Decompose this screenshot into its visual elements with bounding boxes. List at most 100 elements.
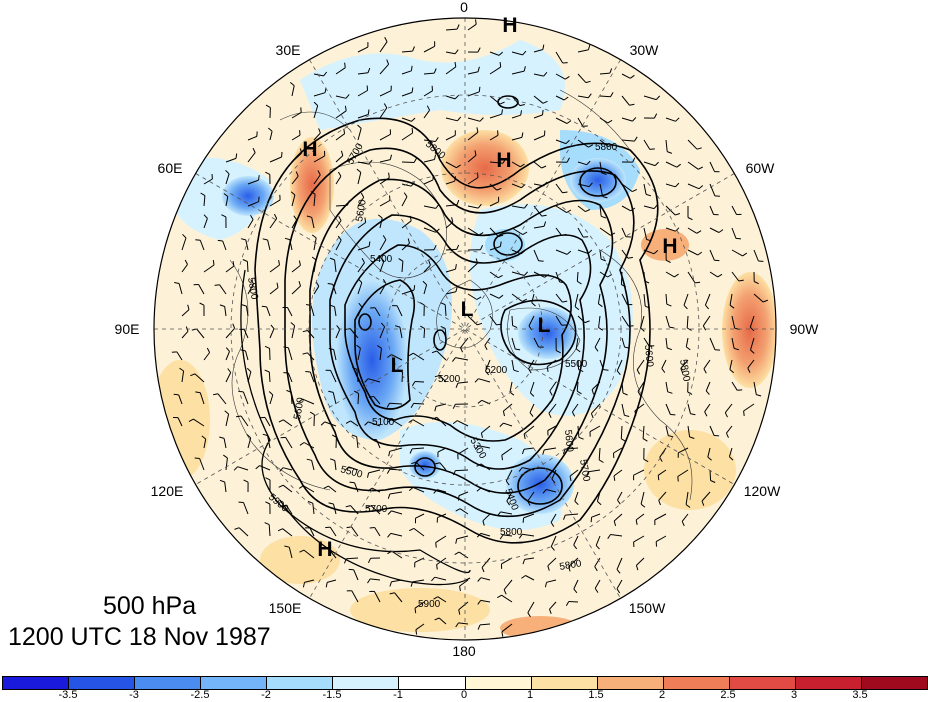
wind-barb [313,73,324,77]
wind-barb [291,325,296,339]
wind-barb [577,359,580,370]
wind-barb [502,534,513,537]
wind-barb [302,398,315,405]
wind-barb-flag [454,49,459,55]
wind-barb-flag [523,66,526,72]
wind-barb [621,95,630,106]
wind-barb [489,183,498,191]
wind-barb-flag [264,345,270,349]
wind-barb [203,218,208,229]
wind-barb-flag [574,306,580,311]
wind-barb [555,293,563,303]
wind-barb-flag [411,117,416,122]
wind-barb [349,328,359,339]
wind-barb-flag [527,612,531,618]
wind-barb [568,557,579,567]
wind-barb-flag [640,327,645,332]
wind-barb-flag [729,304,735,309]
wind-barb [288,547,293,559]
wind-barb [658,491,667,501]
high-pressure-marker: H [662,235,677,258]
wind-barb-flag [232,323,236,329]
wind-barb [709,183,716,197]
wind-barb [222,240,227,251]
wind-barb [348,466,359,471]
wind-barb [423,90,433,97]
wind-barb-flag [476,296,482,300]
wind-barb [445,51,456,55]
contour-label: 5800 [559,558,583,573]
wind-barb [396,305,403,317]
wind-barb-flag [697,251,703,256]
wind-barb-flag [617,499,621,505]
wind-barb [269,328,275,339]
wind-barb [283,419,293,427]
wind-barb-flag [621,438,626,442]
wind-barb [591,513,601,518]
wind-barb [330,370,337,383]
wind-barb-flag [221,214,227,218]
wind-barb-flag [284,237,290,241]
wind-barb-flag [411,381,416,387]
wind-barb-flag [629,103,635,106]
wind-barb [481,557,491,568]
wind-barb [610,534,623,537]
wind-barb-flag [412,46,415,52]
colorbar-swatch [267,677,334,689]
wind-barb [313,105,319,119]
wind-barb [203,178,213,185]
wind-barb-flag [643,458,649,463]
wind-barb [436,489,447,493]
wind-barb [194,373,205,383]
wind-barb-flag [738,279,744,282]
wind-barb [533,73,544,77]
wind-barb-flag [689,436,695,439]
wind-barb-flag [433,68,437,74]
wind-barb-flag [523,433,526,440]
wind-barb-flag [206,347,211,353]
wind-barb-flag [388,451,391,457]
wind-barb-flag [474,150,477,156]
wind-barb-flag [725,432,729,438]
wind-barb [577,95,589,99]
wind-barb-flag [258,175,260,181]
colorbar-swatch [201,677,268,689]
wind-barb-flag [632,157,636,163]
wind-barb [598,315,601,328]
wind-barb-flag [496,187,502,191]
wind-barb [665,403,671,415]
wind-barb [225,413,230,427]
wind-barb [661,359,667,369]
wind-barb [439,462,447,471]
wind-barb-flag [328,502,334,505]
longitude-label: 90E [114,321,140,337]
wind-barb [291,111,302,119]
wind-barb [528,315,535,327]
wind-barb-flag [501,631,504,637]
wind-barb-flag [622,392,628,396]
wind-barb [523,425,535,435]
wind-barb-flag [480,432,483,438]
wind-barb-flag [685,504,691,508]
wind-barb-flag [320,421,326,426]
wind-barb [707,447,711,458]
wind-barb-flag [707,456,712,461]
wind-barb [665,183,676,188]
wind-barb-flag [610,92,614,97]
low-pressure-marker: L [538,314,551,337]
wind-barb [335,239,342,251]
wind-barb-flag [264,522,270,526]
wind-barb-flag [366,505,372,508]
wind-barb-flag [367,109,370,115]
map-border [153,17,777,641]
colorbar-tick-label: -1 [393,689,403,701]
wind-barb [654,513,667,521]
wind-barb-flag [195,239,201,241]
wind-barb-flag [637,391,641,396]
wind-barb-flag [289,82,295,86]
wind-barb [379,217,383,229]
wind-barb-flag [455,286,458,292]
wind-barb-flag [522,50,527,56]
wind-barb [511,183,522,189]
wind-barb [731,337,735,349]
